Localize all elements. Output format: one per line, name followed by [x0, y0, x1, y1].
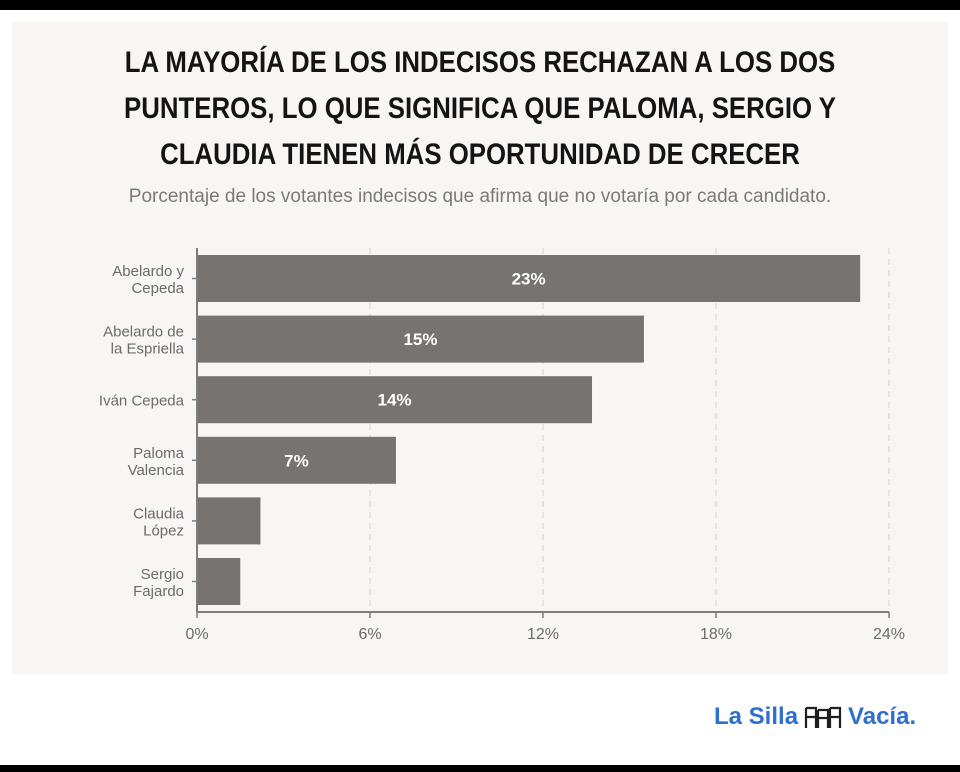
chart-subtitle: Porcentaje de los votantes indecisos que…: [128, 186, 832, 207]
bar: [197, 558, 241, 605]
bar: [197, 497, 261, 545]
top-border: [0, 0, 960, 10]
x-tick-label: 18%: [700, 626, 732, 643]
category-label: Fajardo: [133, 583, 184, 600]
bar-value-label: 14%: [377, 391, 411, 410]
bar: [197, 376, 593, 424]
category-label: Paloma: [133, 445, 185, 462]
bar-value-label: 23%: [512, 270, 546, 289]
category-label: Cepeda: [131, 280, 184, 297]
category-label: la Espriella: [111, 341, 185, 358]
bar: [197, 255, 861, 302]
x-tick-label: 0%: [185, 626, 208, 643]
category-label: Iván Cepeda: [99, 393, 185, 410]
category-label: Abelardo de: [103, 324, 184, 341]
bar: [197, 315, 644, 363]
x-tick-label: 12%: [527, 626, 559, 643]
category-label: Abelardo y: [112, 263, 184, 280]
chart-title: LA MAYORÍA DE LOS INDECISOS RECHAZAN A L…: [124, 46, 836, 171]
x-tick-label: 24%: [873, 626, 905, 643]
brand-logo: La Silla Vacía.: [714, 700, 934, 734]
bar: [197, 436, 396, 484]
bar-value-label: 7%: [284, 451, 309, 470]
category-label: Claudia: [133, 505, 185, 522]
bottom-border: [0, 765, 960, 772]
bar-value-label: 15%: [403, 330, 437, 349]
chairs-icon: [804, 706, 842, 728]
category-label: Sergio: [141, 566, 184, 583]
brand-name-left: La Silla: [714, 703, 799, 730]
category-label: Valencia: [128, 462, 185, 479]
x-tick-label: 6%: [358, 626, 381, 643]
brand-name-right: Vacía.: [848, 703, 917, 730]
category-label: López: [143, 522, 184, 539]
